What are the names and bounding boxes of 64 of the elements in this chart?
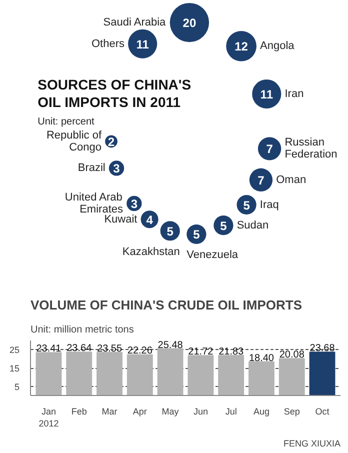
x-tick-label: Sep (284, 406, 300, 416)
chart-subtitle: Unit: million metric tons (30, 324, 134, 336)
category-label: Oman (276, 174, 306, 186)
bar (126, 354, 153, 396)
data-label: 7 (258, 173, 265, 188)
category-label: Russian Federation (284, 136, 338, 161)
bar (188, 355, 214, 396)
x-tick-label: May (162, 406, 180, 416)
x-tick-label: Jun (193, 406, 208, 416)
x-tick-label: Aug (253, 406, 270, 416)
data-label: 3 (113, 162, 120, 176)
data-label: 4 (146, 212, 154, 227)
data-label: 23.41 (36, 344, 62, 355)
y-tick-label: 5 (14, 382, 20, 392)
category-label: Kazakhstan (122, 246, 180, 258)
bar (218, 354, 244, 396)
category-label: Others (91, 38, 125, 50)
data-label: 21.72 (188, 346, 214, 358)
bar (36, 352, 62, 396)
category-label: Kuwait (104, 213, 138, 226)
text: Unit: percent (38, 116, 95, 128)
data-label: 23.55 (97, 343, 122, 354)
data-label: 3 (130, 196, 138, 211)
category-label: Sudan (236, 219, 269, 232)
data-label: 11 (260, 87, 274, 102)
x-tick-label: Feb (71, 406, 87, 416)
bar (66, 352, 92, 396)
category-label: Iraq (260, 198, 279, 211)
data-label: 20.08 (279, 350, 305, 361)
data-label: 18.40 (248, 352, 274, 364)
data-label: 12 (234, 40, 248, 54)
data-label: 20 (182, 16, 196, 30)
bar (248, 361, 274, 396)
bar (157, 348, 184, 396)
x-tick-label: Mar (102, 406, 118, 416)
data-label: 25.48 (158, 340, 184, 351)
data-label: 22.26 (127, 346, 153, 357)
bar (96, 352, 122, 396)
category-label: United Arab Emirates (64, 191, 124, 216)
data-label: 5 (243, 198, 250, 212)
chart-title: VOLUME OF CHINA'S CRUDE OIL IMPORTS (30, 298, 302, 312)
text: SOURCES OF CHINA'S OIL IMPORTS IN 2011 (38, 76, 192, 110)
data-label: 7 (266, 142, 274, 156)
x-tick-label: Oct (315, 406, 330, 416)
bar (309, 352, 336, 396)
category-label: Saudi Arabia (103, 16, 167, 29)
data-label: 5 (166, 224, 174, 238)
category-label: Iran (284, 88, 304, 100)
x-tick-label: Jan 2012 (38, 406, 59, 428)
x-tick-label: Jul (225, 406, 237, 416)
y-tick-label: 15 (9, 364, 20, 374)
bar (278, 358, 305, 396)
data-label: 5 (193, 228, 200, 242)
text: FENG XIUXIA (283, 438, 341, 448)
y-tick-label: 25 (9, 345, 20, 356)
data-label: 11 (136, 37, 150, 52)
category-label: Republic of Congo (46, 129, 102, 154)
category-label: Brazil (78, 162, 106, 174)
data-label: 2 (108, 134, 115, 149)
data-label: 23.64 (66, 343, 92, 354)
x-tick-label: Apr (132, 406, 147, 416)
category-label: Venezuela (186, 249, 239, 262)
category-label: Angola (260, 40, 296, 52)
data-label: 5 (220, 218, 228, 233)
